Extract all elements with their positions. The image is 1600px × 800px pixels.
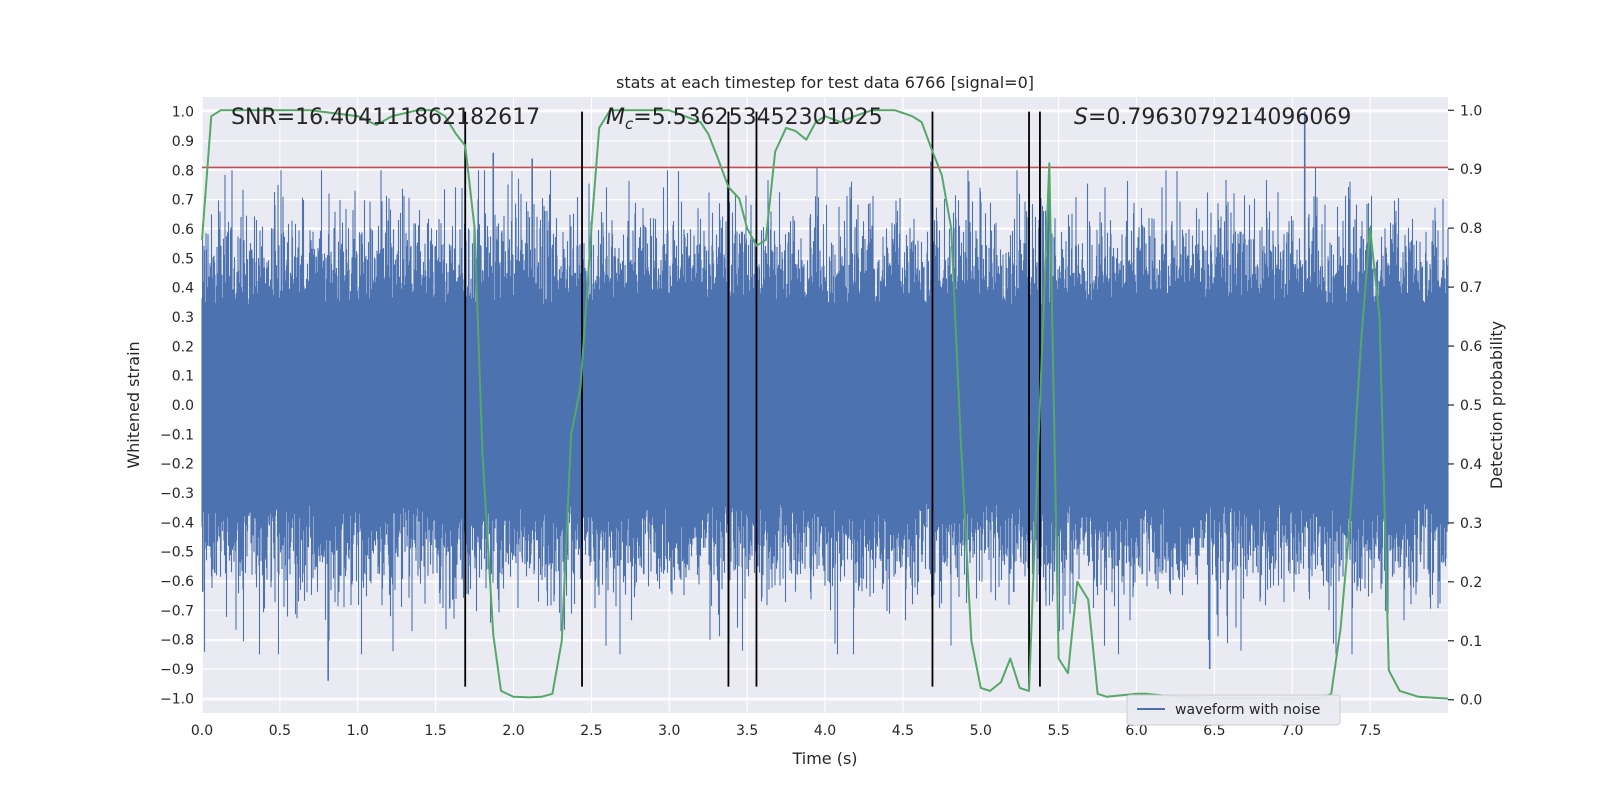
y-tick-label: 1.0 xyxy=(172,105,194,121)
y-tick-label: 0.4 xyxy=(172,281,194,297)
legend: waveform with noise xyxy=(1126,694,1341,726)
y2-tick-label: 0.2 xyxy=(1460,575,1482,591)
legend-label: waveform with noise xyxy=(1175,702,1320,718)
y-tick-label: 0.9 xyxy=(172,134,194,150)
y-tick-label: 0.1 xyxy=(172,369,194,385)
y2-tick-label: 0.7 xyxy=(1460,280,1482,296)
y-tick-label: −0.6 xyxy=(160,574,194,590)
y2-tick-label: 0.6 xyxy=(1460,339,1482,355)
y-tick-label: −0.3 xyxy=(160,486,194,502)
y-tick-label: 0.3 xyxy=(172,310,194,326)
vertical-markers xyxy=(464,111,1041,687)
y-tick-label: 0.5 xyxy=(172,251,194,267)
y-tick-label: −0.1 xyxy=(160,427,194,443)
x-tick-label: 7.5 xyxy=(1359,723,1381,739)
y2-tick-label: 0.8 xyxy=(1460,221,1482,237)
s-annotation: S=0.7963079214096069 xyxy=(1074,105,1351,130)
x-tick-label: 7.0 xyxy=(1281,723,1303,739)
snr-annotation: SNR=16.404111862182617 xyxy=(231,105,540,130)
x-tick-label: 3.5 xyxy=(736,723,758,739)
x-tick-label: 6.5 xyxy=(1203,723,1225,739)
y2-tick-label: 1.0 xyxy=(1460,103,1482,119)
chart-title: stats at each timestep for test data 676… xyxy=(616,73,1034,92)
y-tick-label: 0.2 xyxy=(172,339,194,355)
y-axis-label: Whitened strain xyxy=(124,341,143,468)
x-tick-label: 4.5 xyxy=(892,723,914,739)
y2-tick-label: 0.1 xyxy=(1460,634,1482,650)
y-tick-label: −1.0 xyxy=(160,691,194,707)
x-tick-label: 5.5 xyxy=(1047,723,1069,739)
y-tick-label: 0.6 xyxy=(172,222,194,238)
y-tick-label: −0.5 xyxy=(160,545,194,561)
mc-annotation: Mc=5.536253452301025 xyxy=(606,105,883,133)
x-tick-label: 1.0 xyxy=(347,723,369,739)
mc-symbol: M xyxy=(606,105,625,130)
y-tick-label: −0.2 xyxy=(160,457,194,473)
y2-tick-label: 0.9 xyxy=(1460,162,1482,178)
y-tick-label: −0.8 xyxy=(160,633,194,649)
x-tick-label: 5.0 xyxy=(970,723,992,739)
axis-ticks: 0.0 0.5 1.0 1.5 2.0 2.5 3.0 3.5 4.0 4.5 5.0 5.5 6.0 6… xyxy=(160,103,1482,739)
y-tick-label: −0.7 xyxy=(160,603,194,619)
x-tick-label: 4.0 xyxy=(814,723,836,739)
mc-subscript: c xyxy=(625,115,634,133)
y2-axis-label: Detection probability xyxy=(1487,321,1506,489)
s-value: =0.7963079214096069 xyxy=(1088,105,1351,130)
mc-value: =5.536253452301025 xyxy=(633,105,882,130)
x-tick-label: 6.0 xyxy=(1125,723,1147,739)
x-tick-label: 0.0 xyxy=(191,723,213,739)
y-tick-label: 0.7 xyxy=(172,193,194,209)
x-tick-label: 2.0 xyxy=(502,723,524,739)
y2-tick-label: 0.4 xyxy=(1460,457,1482,473)
y2-tick-label: 0.3 xyxy=(1460,516,1482,532)
y2-tick-label: 0.5 xyxy=(1460,398,1482,414)
y-tick-label: −0.9 xyxy=(160,662,194,678)
y2-tick-label: 0.0 xyxy=(1460,693,1482,709)
legend-box xyxy=(1126,694,1341,726)
y-tick-label: 0.8 xyxy=(172,163,194,179)
s-symbol: S xyxy=(1074,105,1088,130)
x-tick-label: 0.5 xyxy=(269,723,291,739)
x-tick-label: 2.5 xyxy=(580,723,602,739)
x-axis-label: Time (s) xyxy=(791,749,857,768)
x-tick-label: 1.5 xyxy=(424,723,446,739)
x-tick-label: 3.0 xyxy=(658,723,680,739)
y-tick-label: 0.0 xyxy=(172,398,194,414)
y-tick-label: −0.4 xyxy=(160,515,194,531)
series-waveform-with-noise xyxy=(201,111,1449,681)
